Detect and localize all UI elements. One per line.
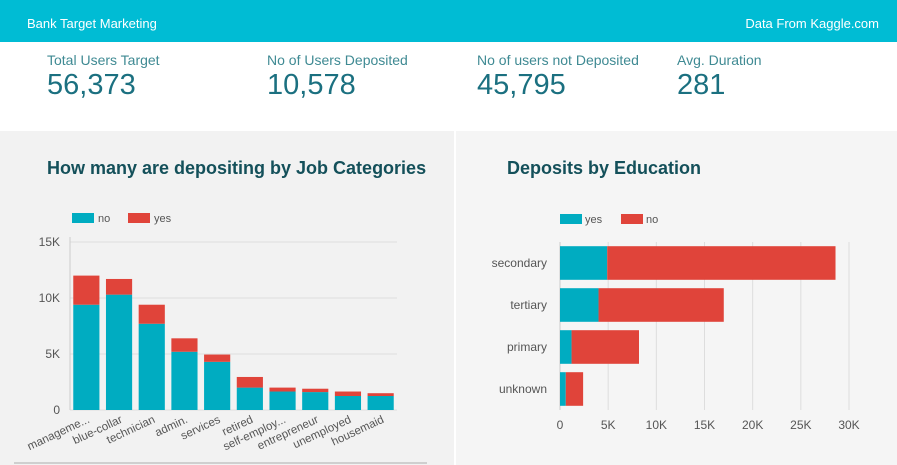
bar-no-self-employ <box>269 391 296 410</box>
bar-yes-self-employ <box>269 387 296 392</box>
job-chart-title: How many are depositing by Job Categorie… <box>47 158 427 178</box>
x-tick-label: 15K <box>694 418 715 432</box>
kpi-value: 45,795 <box>477 69 566 101</box>
report-title: Bank Target Marketing <box>27 16 157 31</box>
y-tick-label: 5K <box>45 347 60 361</box>
bar-no-unemployed <box>334 396 362 410</box>
bar-no-technician <box>138 323 165 410</box>
bar-no-secondary <box>607 246 836 280</box>
bar-no-services <box>204 361 231 410</box>
bar-yes-secondary <box>560 246 608 280</box>
job-chart-panel: How many are depositing by Job Categorie… <box>0 131 454 465</box>
job-chart: no yes05K10K15Kmanageme...blue-collartech… <box>14 213 427 464</box>
y-tick-label: secondary <box>492 256 547 270</box>
kpi-value: 10,578 <box>267 69 356 101</box>
bar-no-entrepreneur <box>302 392 329 410</box>
bar-yes-manageme <box>73 275 100 305</box>
y-tick-label: 10K <box>39 291 60 305</box>
education-chart-title: Deposits by Education <box>507 158 702 178</box>
education-chart: yes no 0 5K 10K 15K 20K 25K 30K secondary tertiary… <box>492 214 860 432</box>
kpi-label: No of users not Deposited <box>477 52 639 68</box>
top-bar: Bank Target Marketing Data From Kaggle.c… <box>0 0 897 42</box>
x-tick-label: 5K <box>601 418 616 432</box>
bar-no-primary <box>571 330 639 364</box>
kpi-total-users: Total Users Target 56,373 <box>47 52 160 102</box>
bar-yes-services <box>204 354 231 362</box>
bar-no-manageme <box>73 304 100 410</box>
y-tick-label: primary <box>507 340 547 354</box>
bar-yes-housemaid <box>367 393 394 396</box>
legend-label-yes: yes <box>154 213 172 225</box>
x-tick-label: 10K <box>646 418 667 432</box>
bar-no-retired <box>236 387 263 410</box>
kpi-label: No of Users Deposited <box>267 52 408 68</box>
kpi-avg-duration: Avg. Duration 281 <box>677 52 762 102</box>
bar-no-unknown <box>565 372 584 406</box>
bar-yes-blue-collar <box>105 278 133 295</box>
y-tick-label: tertiary <box>510 298 547 312</box>
y-tick-label: 15K <box>39 235 60 249</box>
legend-label-no: no <box>646 214 658 226</box>
bar-yes-technician <box>138 304 165 324</box>
education-chart-panel: Deposits by Education yes no 0 5K 10K 15K 20K 2… <box>456 131 897 465</box>
legend-swatch-yes <box>128 213 150 223</box>
x-tick-label: 25K <box>790 418 811 432</box>
legend-swatch-yes <box>560 214 582 224</box>
bar-no-admin <box>171 351 198 410</box>
legend-swatch-no <box>72 213 94 223</box>
kpi-value: 281 <box>677 69 726 101</box>
data-source-label: Data From Kaggle.com <box>745 16 879 31</box>
legend-label-no: no <box>98 213 110 225</box>
bar-yes-retired <box>236 376 263 388</box>
kpi-label: Total Users Target <box>47 52 160 68</box>
kpi-value: 56,373 <box>47 69 136 101</box>
x-tick-label: 20K <box>742 418 763 432</box>
kpi-users-deposited: No of Users Deposited 10,578 <box>267 52 408 102</box>
bar-yes-primary <box>560 330 572 364</box>
y-tick-label: unknown <box>499 382 547 396</box>
bar-no-tertiary <box>598 288 724 322</box>
bar-yes-admin <box>171 338 198 352</box>
bar-no-blue-collar <box>105 294 133 410</box>
y-tick-label: 0 <box>53 403 60 417</box>
legend-swatch-no <box>621 214 643 224</box>
x-tick-label: 0 <box>557 418 564 432</box>
bar-no-housemaid <box>367 396 394 410</box>
legend-label-yes: yes <box>585 214 603 226</box>
bar-yes-unemployed <box>334 391 362 396</box>
bar-yes-unknown <box>560 372 566 406</box>
kpi-label: Avg. Duration <box>677 52 762 68</box>
kpi-users-not-deposited: No of users not Deposited 45,795 <box>477 52 639 102</box>
bar-yes-entrepreneur <box>302 388 329 393</box>
x-tick-label: 30K <box>838 418 859 432</box>
bar-yes-tertiary <box>560 288 599 322</box>
